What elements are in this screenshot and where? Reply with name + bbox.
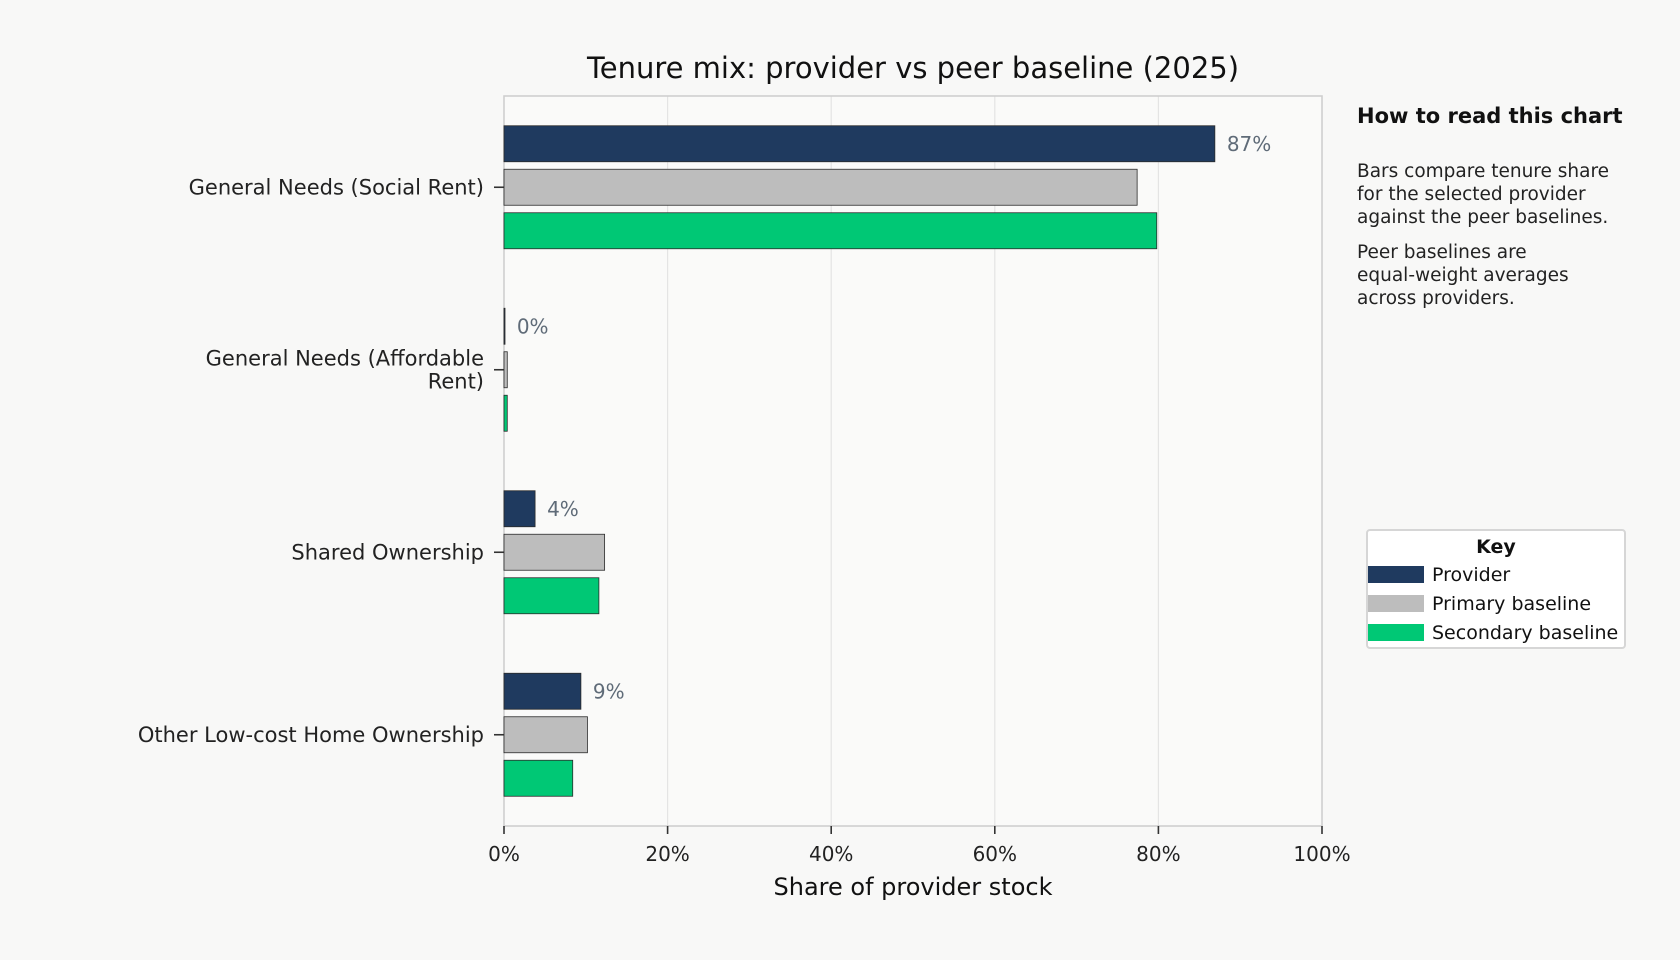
- category-label-1: General Needs (Affordable Rent): [206, 346, 484, 393]
- bar-primary-baseline-1: [503, 351, 508, 389]
- bar-secondary-baseline-1: [503, 394, 508, 432]
- category-label-0: General Needs (Social Rent): [189, 175, 484, 199]
- legend-swatch-primary-baseline: [1368, 595, 1424, 612]
- bar-provider-1: [503, 307, 506, 345]
- data-label-2: 4%: [547, 497, 579, 521]
- side-panel-paragraph-1: Bars compare tenure share for the select…: [1357, 161, 1610, 228]
- x-tick-label-0: 0%: [488, 842, 520, 866]
- legend-swatch-secondary-baseline: [1368, 624, 1424, 641]
- x-axis-title: Share of provider stock: [774, 873, 1053, 901]
- category-label-3: Other Low-cost Home Ownership: [138, 723, 484, 747]
- legend-label-primary-baseline: Primary baseline: [1432, 592, 1592, 615]
- category-label-line: Other Low-cost Home Ownership: [138, 723, 484, 747]
- bar-secondary-baseline-3: [503, 759, 574, 797]
- data-label-0: 87%: [1227, 132, 1271, 156]
- bar-secondary-baseline-2: [503, 577, 600, 615]
- legend: Key Provider Primary baseline Secondary …: [1366, 529, 1626, 649]
- bar-provider-2: [503, 490, 536, 528]
- legend-label-secondary-baseline: Secondary baseline: [1432, 621, 1619, 644]
- side-panel-title: How to read this chart: [1357, 104, 1623, 128]
- bar-provider-0: [503, 125, 1216, 163]
- x-tick-label-1: 20%: [645, 842, 689, 866]
- bar-primary-baseline-3: [503, 716, 588, 754]
- x-tick-label-3: 60%: [973, 842, 1017, 866]
- legend-swatch-provider: [1368, 566, 1424, 583]
- category-label-line: Rent): [428, 369, 484, 393]
- category-label-line: General Needs (Affordable: [206, 346, 484, 370]
- x-tick-label-4: 80%: [1136, 842, 1180, 866]
- legend-item-primary-baseline: Primary baseline: [1368, 589, 1624, 618]
- bar-provider-3: [503, 672, 582, 710]
- category-label-2: Shared Ownership: [291, 540, 484, 564]
- how-to-read-panel: How to read this chart Bars compare tenu…: [1357, 104, 1657, 322]
- bar-primary-baseline-0: [503, 168, 1138, 206]
- side-panel-paragraph-2: Peer baselines are equal-weight averages…: [1357, 242, 1569, 309]
- bar-primary-baseline-2: [503, 533, 606, 571]
- legend-item-secondary-baseline: Secondary baseline: [1368, 618, 1624, 647]
- legend-label-provider: Provider: [1432, 563, 1511, 586]
- category-label-line: Shared Ownership: [291, 540, 484, 564]
- x-tick-label-5: 100%: [1293, 842, 1350, 866]
- legend-item-provider: Provider: [1368, 560, 1624, 589]
- data-label-3: 9%: [593, 679, 625, 703]
- x-tick-label-2: 40%: [809, 842, 853, 866]
- chart-title: Tenure mix: provider vs peer baseline (2…: [586, 51, 1239, 85]
- bar-secondary-baseline-0: [503, 212, 1158, 250]
- plot-frame: [503, 95, 1323, 827]
- data-label-1: 0%: [517, 314, 549, 338]
- legend-title: Key: [1476, 536, 1516, 558]
- category-label-line: General Needs (Social Rent): [189, 175, 484, 199]
